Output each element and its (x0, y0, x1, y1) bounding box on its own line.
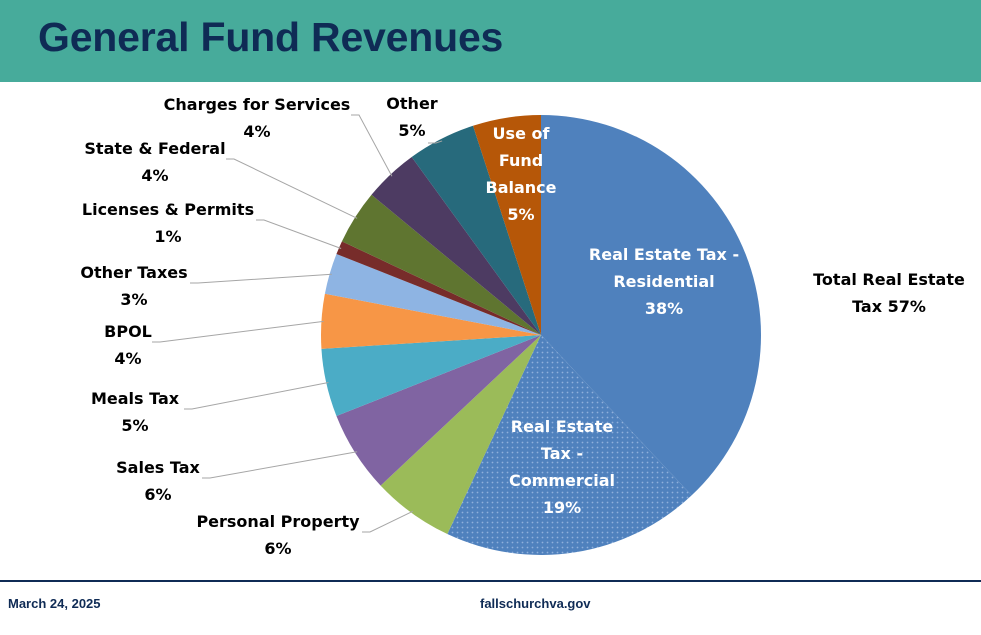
pie-slice-other (411, 125, 541, 335)
leader-line-state-and-federal (226, 158, 358, 219)
pie-slice-bpol (320, 293, 541, 349)
leader-line-sales-tax (202, 451, 358, 479)
slice-labels: Real Estate Tax -Residential 38% Real Esta… (80, 94, 739, 558)
pie-slice-sales-tax (336, 335, 541, 486)
leader-lines (152, 114, 443, 533)
slice-label-other: Other 5% (386, 94, 437, 140)
leader-line-personal-property (362, 510, 414, 533)
slice-label-real-estate-tax-commercial: Real Estate Tax -Commercial 19% (509, 417, 615, 517)
slice-label-state-and-federal: State & Federal 4% (84, 139, 225, 185)
slice-label-licenses-and-permits: Licenses & Permits 1% (82, 200, 254, 246)
slice-label-charges-for-services: Charges for Services 4% (164, 95, 351, 141)
leader-line-other-taxes (190, 273, 332, 284)
slice-label-bpol: BPOL 4% (104, 322, 152, 368)
footer-url: fallschurchva.gov (480, 596, 591, 611)
slice-label-personal-property: Personal Property 6% (196, 512, 360, 558)
leader-line-bpol (152, 320, 324, 343)
footer-divider (0, 580, 981, 582)
slice-label-real-estate-tax-residential: Real Estate Tax -Residential 38% (589, 245, 739, 318)
page-title: General Fund Revenues (38, 14, 504, 60)
slice-label-other-taxes: Other Taxes 3% (80, 263, 187, 309)
pie-slice-real-estate-tax-commercial (447, 335, 692, 555)
pie-slices (320, 115, 761, 555)
pie-slice-real-estate-tax-residential (541, 115, 761, 496)
pie-slice-licenses-and-permits (336, 241, 541, 335)
pie-slice-personal-property (380, 335, 541, 535)
leader-line-charges-for-services (351, 114, 393, 177)
slice-label-sales-tax: Sales Tax 6% (116, 458, 200, 504)
pie-slice-use-of-fund-balance (473, 115, 541, 335)
slice-label-meals-tax: Meals Tax 5% (91, 389, 180, 435)
header-bar: General Fund Revenues (0, 0, 981, 82)
pie-slice-meals-tax (321, 335, 541, 416)
pie-slice-charges-for-services (371, 157, 541, 335)
pie-chart: Real Estate Tax -Residential 38% Real Esta… (80, 94, 965, 558)
footer-date: March 24, 2025 (8, 596, 101, 611)
total-real-estate-annotation: Total Real Estate Tax 57% (813, 270, 965, 316)
leader-line-licenses-and-permits (256, 219, 342, 249)
leader-line-meals-tax (184, 382, 329, 410)
pie-slice-state-and-federal (341, 194, 541, 335)
slice-label-use-of-fund-balance: Use of Fund Balance 5% (486, 124, 557, 224)
pie-slice-other-taxes (324, 254, 541, 335)
leader-line-other (428, 140, 443, 144)
